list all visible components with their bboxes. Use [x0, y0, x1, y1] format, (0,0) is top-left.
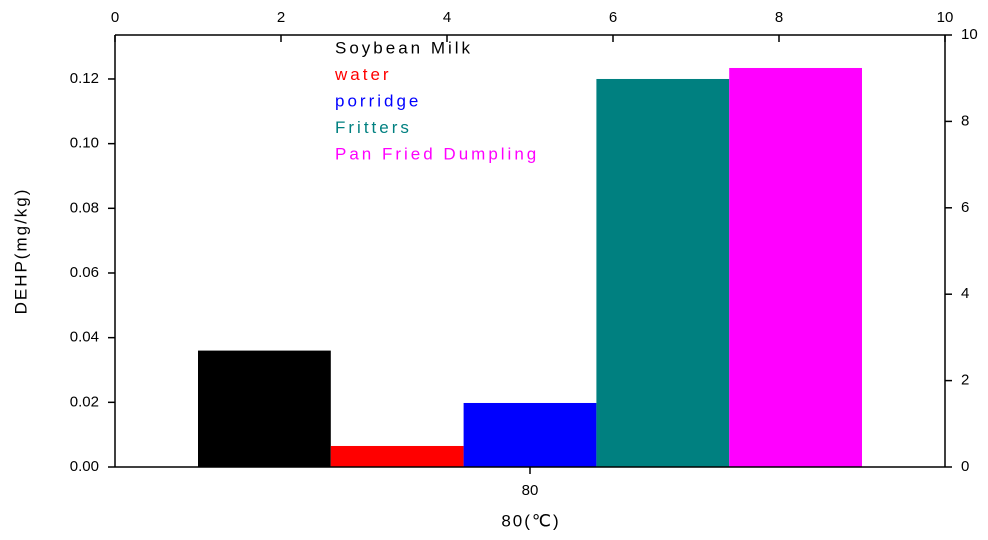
y-tick-label: 0.10: [70, 135, 99, 152]
bar: [596, 78, 730, 468]
y2-tick-label: 0: [961, 458, 969, 475]
legend-label: Fritters: [335, 118, 412, 137]
y-tick-label: 0.12: [70, 70, 99, 87]
bar: [330, 445, 464, 467]
y2-tick-label: 2: [961, 372, 969, 389]
y-tick-label: 0.04: [70, 329, 99, 346]
y-axis-title: DEHP(mg/kg): [11, 188, 30, 315]
legend-label: Soybean Milk: [335, 38, 473, 57]
bar: [198, 350, 331, 467]
y-tick-label: 0.08: [70, 199, 99, 216]
bar: [463, 402, 597, 467]
y2-tick-label: 8: [961, 112, 969, 129]
x2-tick-label: 8: [775, 9, 783, 26]
x2-tick-label: 4: [443, 9, 451, 26]
x-axis-title: 80(℃): [501, 511, 560, 530]
y2-tick-label: 10: [961, 26, 978, 43]
y2-tick-label: 6: [961, 199, 969, 216]
x2-tick-label: 6: [609, 9, 617, 26]
y-tick-label: 0.06: [70, 264, 99, 281]
y-tick-label: 0.02: [70, 393, 99, 410]
y2-tick-label: 4: [961, 285, 969, 302]
bar: [729, 67, 862, 468]
legend-label: water: [334, 65, 392, 84]
y-tick-label: 0.00: [70, 458, 99, 475]
x2-tick-label: 2: [277, 9, 285, 26]
x-tick-label: 80: [522, 482, 539, 499]
legend-label: Pan Fried Dumpling: [335, 144, 539, 163]
legend-label: porridge: [335, 91, 421, 110]
x2-tick-label: 10: [937, 9, 954, 26]
x2-tick-label: 0: [111, 9, 119, 26]
